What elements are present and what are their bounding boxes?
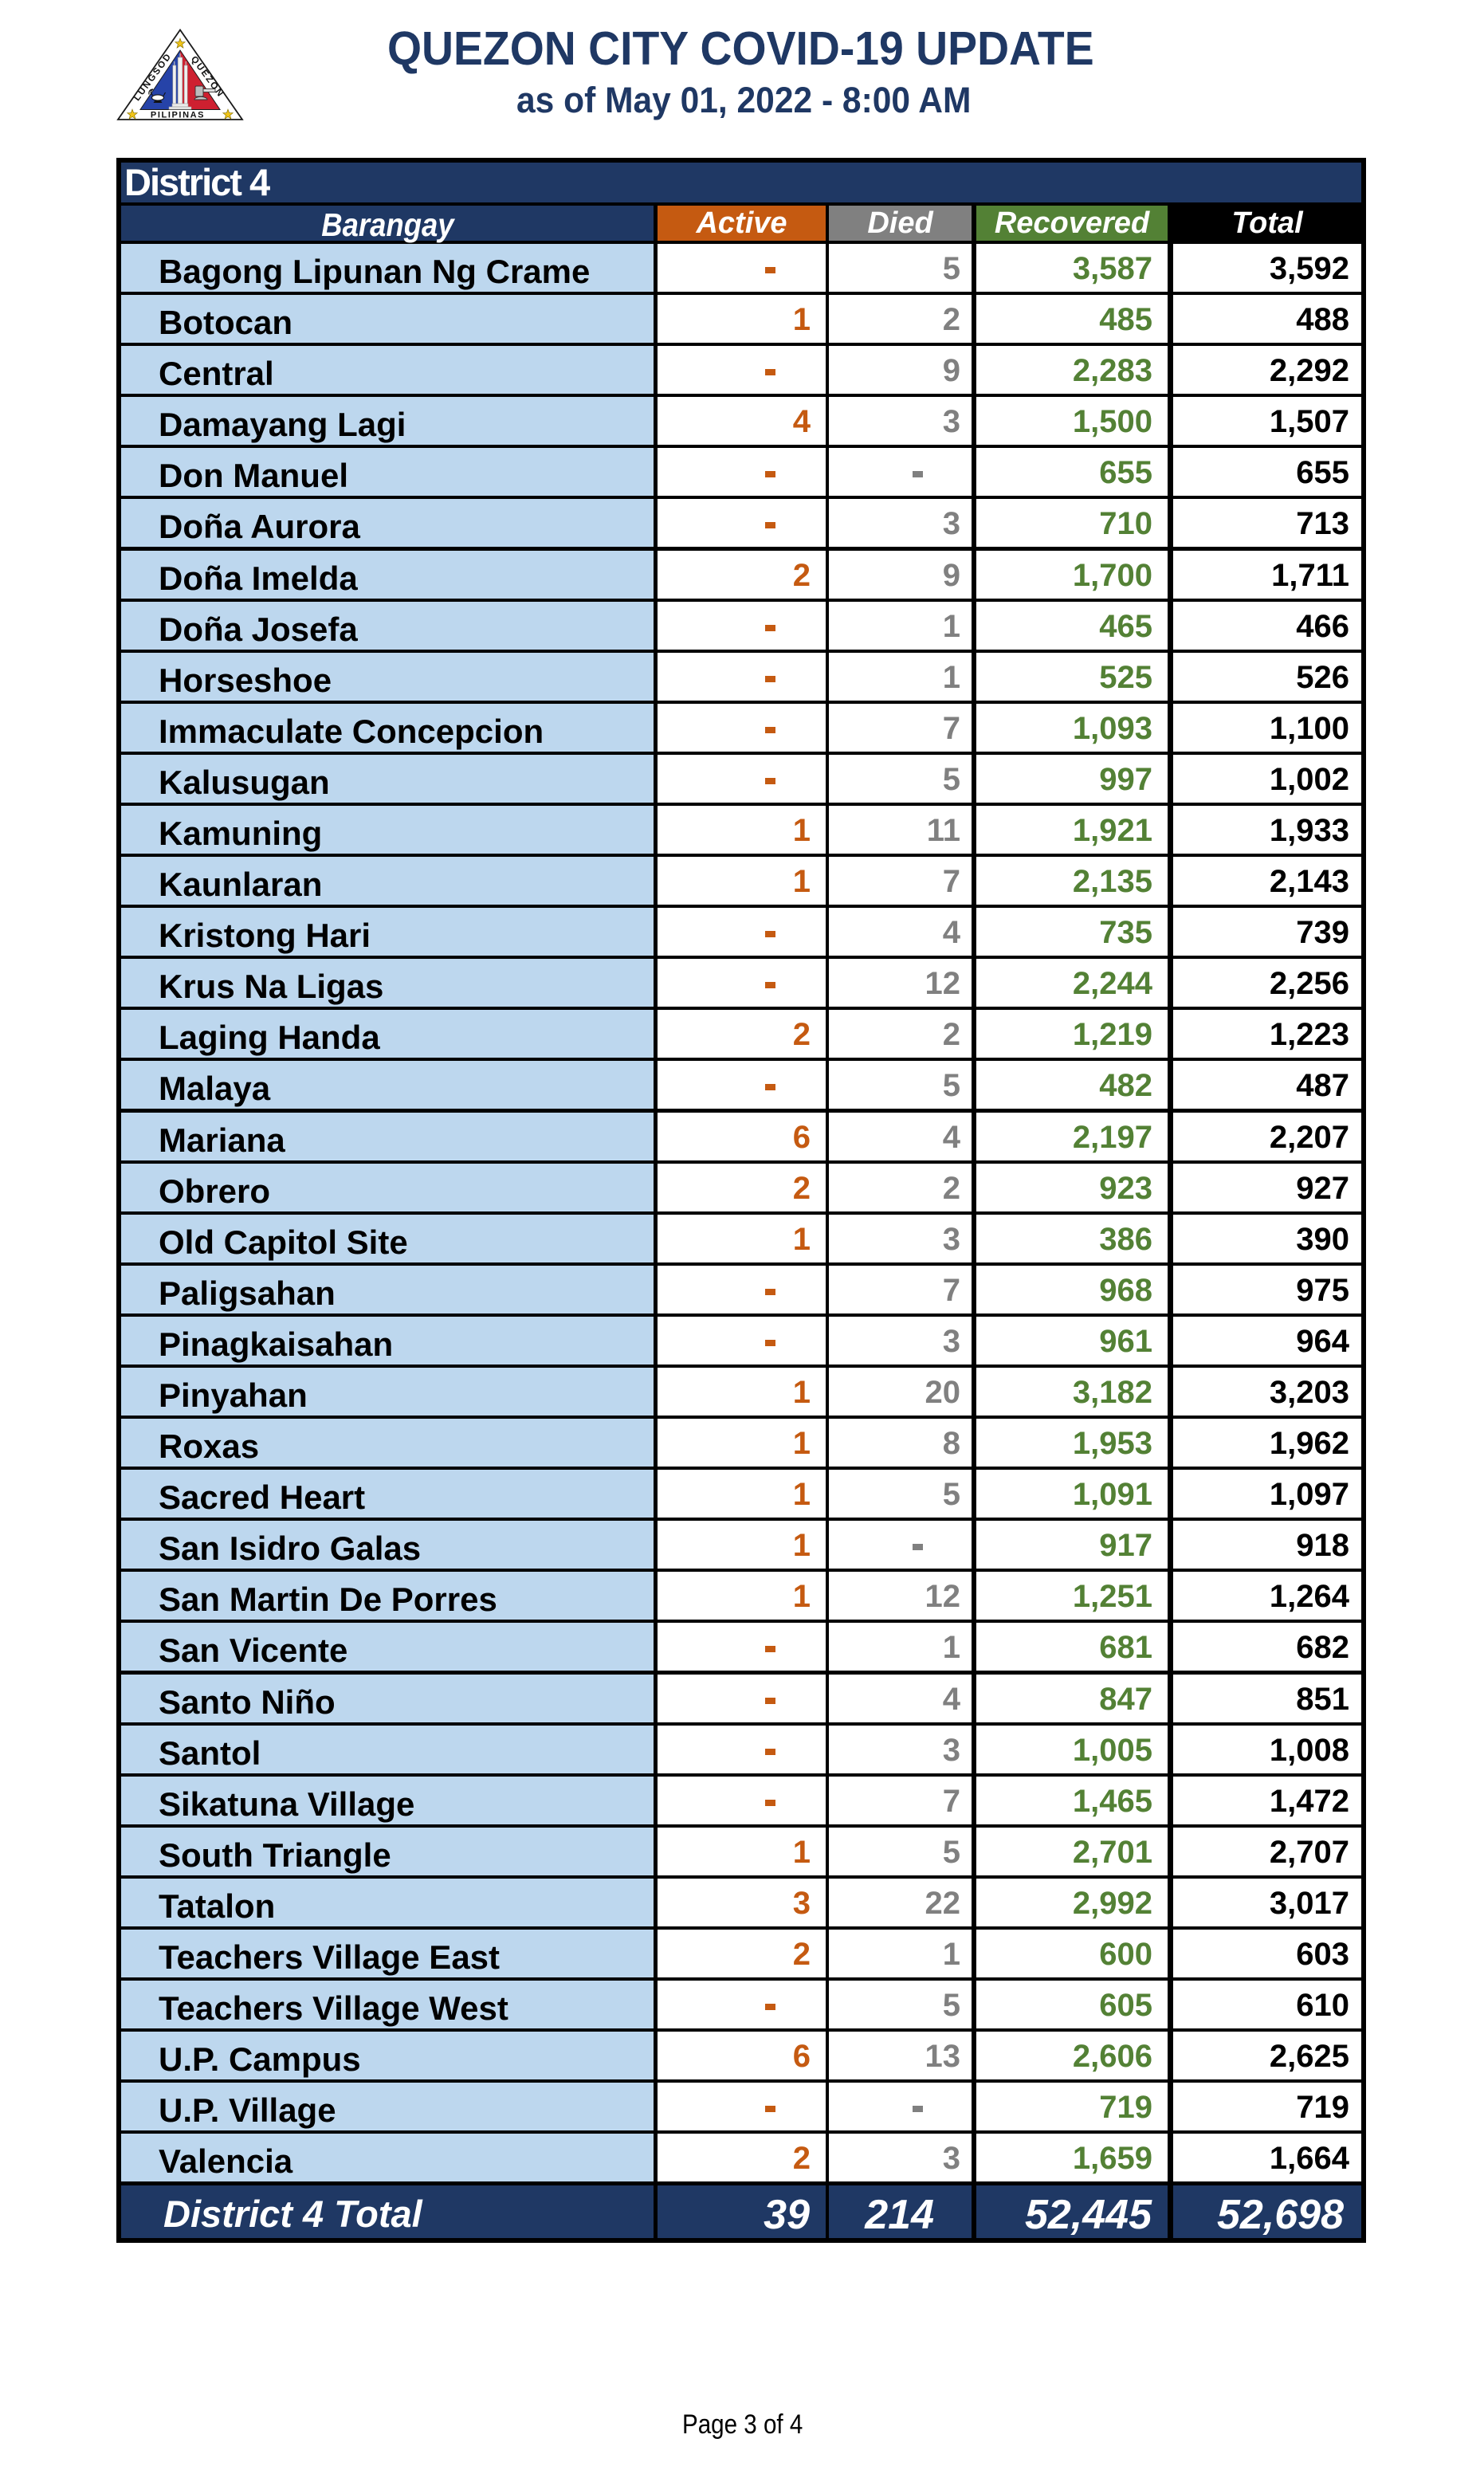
svg-text:PILIPINAS: PILIPINAS (151, 111, 205, 120)
